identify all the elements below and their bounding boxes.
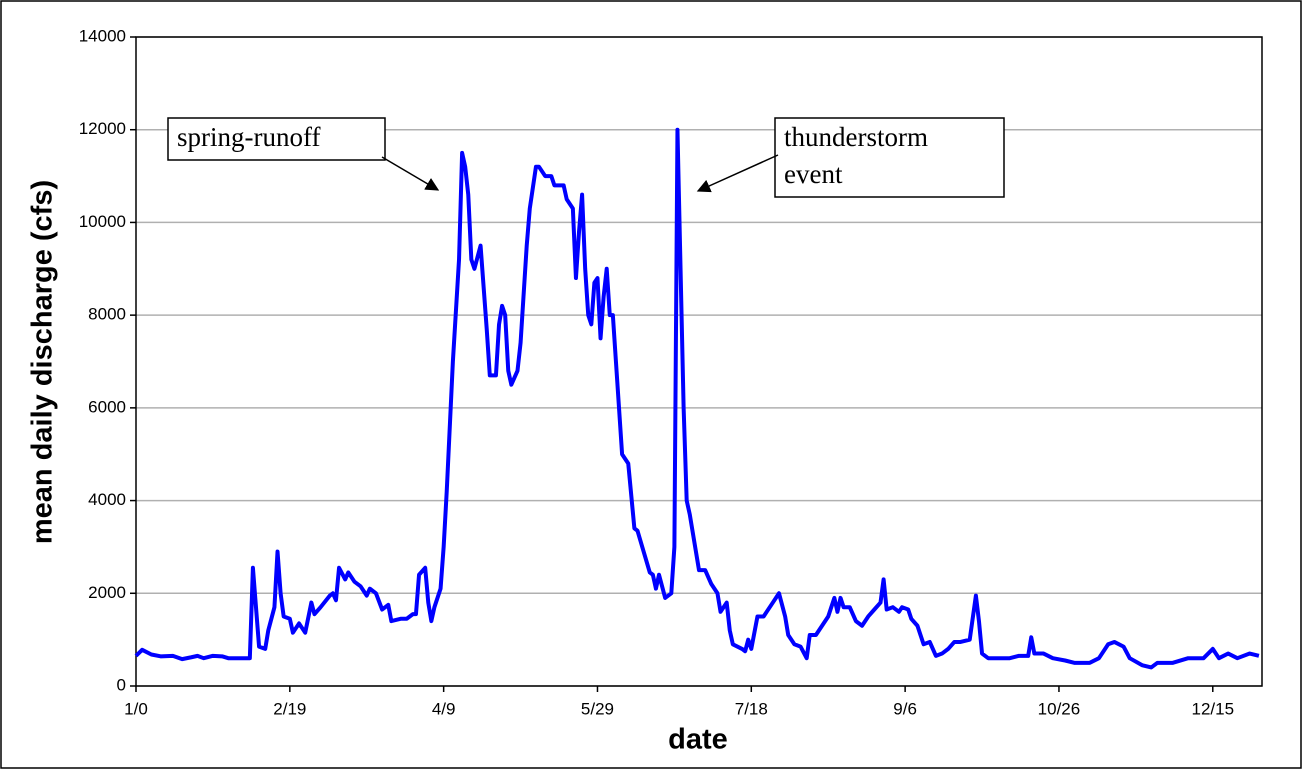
x-axis-title: date xyxy=(668,724,728,756)
annotation-text: event xyxy=(784,159,843,189)
annotation-text: thunderstorm xyxy=(784,122,928,152)
annotation-box xyxy=(167,117,386,161)
y-tick-label: 6000 xyxy=(88,397,126,416)
y-tick-label: 2000 xyxy=(88,583,126,602)
x-tick-label: 10/26 xyxy=(1038,699,1081,718)
annotation-arrow xyxy=(381,156,440,191)
plot-frame xyxy=(135,36,1263,687)
y-tick-label: 12000 xyxy=(79,119,126,138)
x-tick-label: 2/19 xyxy=(273,699,306,718)
data-line xyxy=(134,127,1260,670)
x-tick-label: 7/18 xyxy=(735,699,768,718)
y-tick-label: 0 xyxy=(117,675,126,694)
y-axis-title: mean daily discharge (cfs) xyxy=(27,180,59,544)
annotation-text: spring-runoff xyxy=(177,122,320,152)
x-tick-label: 12/15 xyxy=(1192,699,1235,718)
x-tick-label: 9/6 xyxy=(893,699,917,718)
annotation-arrow xyxy=(696,154,779,193)
y-tick-label: 8000 xyxy=(88,305,126,324)
y-tick-label: 14000 xyxy=(79,26,126,45)
y-tick-label: 4000 xyxy=(88,490,126,509)
y-tick-label: 10000 xyxy=(79,212,126,231)
x-tick-label: 1/0 xyxy=(124,699,148,718)
annotation-box xyxy=(774,117,1005,198)
x-tick-label: 5/29 xyxy=(581,699,614,718)
x-tick-label: 4/9 xyxy=(432,699,456,718)
